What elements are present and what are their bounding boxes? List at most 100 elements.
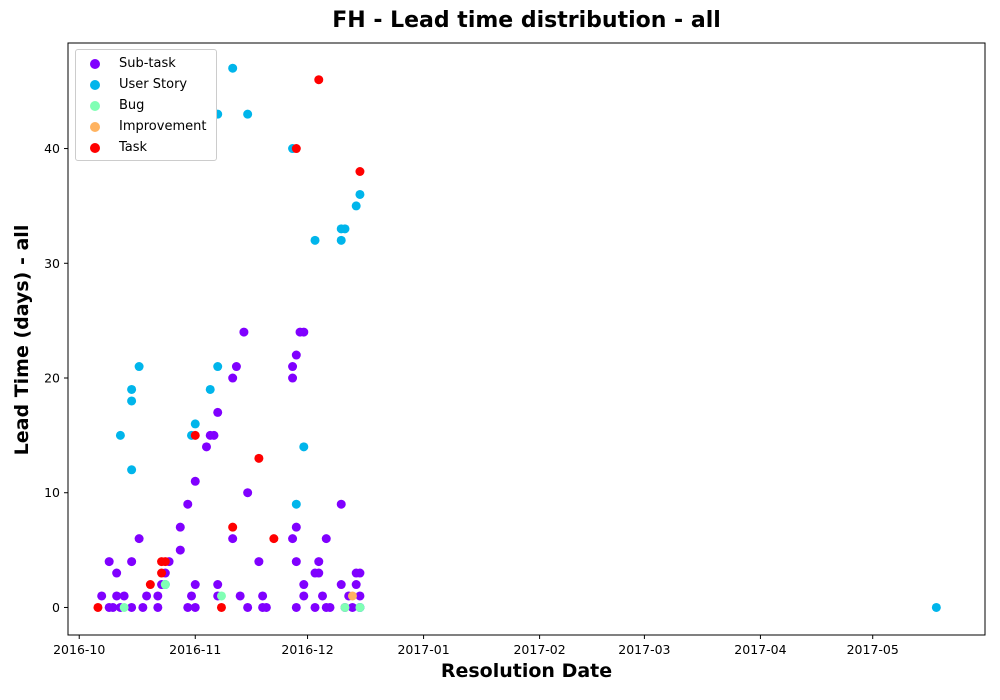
bug-point bbox=[216, 591, 226, 601]
task-point bbox=[291, 144, 301, 154]
user-story-point bbox=[243, 109, 253, 119]
x-tick-label: 2017-05 bbox=[847, 642, 899, 657]
x-tick-label: 2016-10 bbox=[53, 642, 105, 657]
sub-task-point bbox=[314, 568, 324, 578]
user-story-point bbox=[213, 362, 223, 372]
sub-task-point bbox=[213, 580, 223, 590]
sub-task-point bbox=[213, 407, 223, 417]
legend: Sub-task User Story Bug Improvement Task bbox=[75, 49, 217, 161]
sub-task-point bbox=[209, 430, 219, 440]
sub-task-point bbox=[190, 476, 200, 486]
sub-task-point bbox=[336, 499, 346, 509]
task-point bbox=[190, 430, 200, 440]
x-tick-label: 2017-02 bbox=[513, 642, 565, 657]
x-tick-label: 2017-04 bbox=[734, 642, 786, 657]
legend-item-sub-task: Sub-task bbox=[76, 53, 216, 74]
x-tick-label: 2016-12 bbox=[281, 642, 333, 657]
sub-task-point bbox=[288, 362, 298, 372]
x-axis-ticks: 2016-10 2016-11 2016-12 2017-01 2017-02 2017-… bbox=[53, 635, 899, 657]
user-story-point bbox=[351, 201, 361, 211]
y-tick-label: 10 bbox=[44, 485, 60, 500]
user-story-point bbox=[127, 465, 137, 475]
sub-task-point bbox=[258, 591, 268, 601]
sub-task-point bbox=[142, 591, 152, 601]
sub-task-point bbox=[235, 591, 245, 601]
y-tick-label: 20 bbox=[44, 371, 60, 386]
user-story-point bbox=[134, 362, 144, 372]
user-story-point bbox=[931, 602, 941, 612]
sub-task-point bbox=[291, 602, 301, 612]
sub-task-point bbox=[243, 488, 253, 498]
x-tick-label: 2016-11 bbox=[169, 642, 221, 657]
sub-task-point bbox=[108, 602, 118, 612]
sub-task-point bbox=[201, 442, 211, 452]
sub-task-point bbox=[291, 557, 301, 567]
sub-task-point bbox=[112, 591, 122, 601]
bug-point bbox=[119, 602, 129, 612]
legend-marker bbox=[90, 142, 100, 153]
sub-task-point bbox=[291, 522, 301, 532]
sub-task-point bbox=[127, 602, 137, 612]
task-point bbox=[314, 75, 324, 85]
sub-task-point bbox=[228, 534, 238, 544]
y-axis-label: Lead Time (days) - all bbox=[11, 224, 33, 456]
sub-task-point bbox=[104, 557, 114, 567]
sub-task-point bbox=[318, 591, 328, 601]
sub-task-point bbox=[288, 534, 298, 544]
user-story-point bbox=[355, 189, 365, 199]
task-point bbox=[254, 453, 264, 463]
y-tick-label: 40 bbox=[44, 141, 60, 156]
sub-task-point bbox=[243, 602, 253, 612]
user-story-point bbox=[310, 235, 320, 245]
task-point bbox=[93, 602, 103, 612]
data-points bbox=[93, 63, 941, 612]
bug-point bbox=[160, 580, 170, 590]
x-tick-label: 2017-01 bbox=[397, 642, 449, 657]
user-story-point bbox=[228, 63, 238, 73]
y-axis-ticks: 0 10 20 30 40 bbox=[44, 141, 68, 615]
sub-task-point bbox=[138, 602, 148, 612]
sub-task-point bbox=[299, 591, 309, 601]
legend-marker bbox=[90, 79, 100, 90]
plot-area bbox=[67, 42, 986, 636]
legend-label: User Story bbox=[119, 77, 188, 92]
legend-label: Improvement bbox=[119, 119, 207, 134]
task-point bbox=[145, 580, 155, 590]
sub-task-point bbox=[261, 602, 271, 612]
legend-item-bug: Bug bbox=[76, 95, 216, 116]
chart-title: FH - Lead time distribution - all bbox=[332, 8, 721, 33]
user-story-point bbox=[340, 224, 350, 234]
task-point bbox=[216, 602, 226, 612]
sub-task-point bbox=[310, 602, 320, 612]
sub-task-point bbox=[153, 602, 163, 612]
user-story-point bbox=[291, 499, 301, 509]
sub-task-point bbox=[134, 534, 144, 544]
sub-task-point bbox=[175, 522, 185, 532]
task-point bbox=[355, 166, 365, 176]
sub-task-point bbox=[228, 373, 238, 383]
y-tick-label: 30 bbox=[44, 256, 60, 271]
y-tick-label: 0 bbox=[52, 600, 60, 615]
user-story-point bbox=[127, 396, 137, 406]
bug-point bbox=[355, 602, 365, 612]
user-story-point bbox=[336, 235, 346, 245]
user-story-point bbox=[115, 430, 125, 440]
task-point bbox=[160, 557, 170, 567]
sub-task-point bbox=[254, 557, 264, 567]
user-story-point bbox=[205, 384, 215, 394]
sub-task-point bbox=[291, 350, 301, 360]
sub-task-point bbox=[127, 557, 137, 567]
sub-task-point bbox=[355, 591, 365, 601]
sub-task-point bbox=[288, 373, 298, 383]
x-tick-label: 2017-03 bbox=[618, 642, 670, 657]
legend-label: Bug bbox=[119, 98, 145, 113]
sub-task-point bbox=[336, 580, 346, 590]
sub-task-point bbox=[190, 580, 200, 590]
user-story-point bbox=[299, 442, 309, 452]
sub-task-point bbox=[112, 568, 122, 578]
sub-task-point bbox=[299, 327, 309, 337]
legend-marker bbox=[90, 58, 100, 69]
sub-task-point bbox=[321, 534, 331, 544]
sub-task-point bbox=[183, 602, 193, 612]
sub-task-point bbox=[97, 591, 107, 601]
